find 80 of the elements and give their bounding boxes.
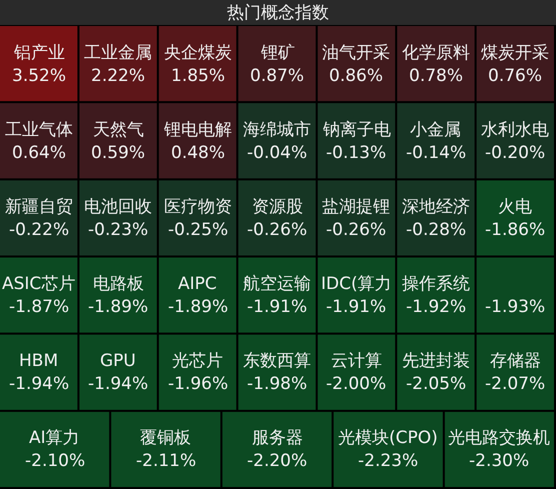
category-label: 电池回收 <box>84 197 152 217</box>
category-label: 光模块(CPO) <box>338 428 438 448</box>
data-label: -0.25% <box>168 220 228 240</box>
data-label: -1.91% <box>247 297 308 317</box>
data-label: 0.87% <box>250 66 304 86</box>
category-label: 光芯片 <box>172 351 223 371</box>
data-label: 0.86% <box>329 66 384 86</box>
category-label: 盐湖提锂 <box>322 197 390 217</box>
category-label: 化学原料 <box>402 43 470 63</box>
category-label: 医疗物资 <box>164 197 232 217</box>
category-label: 小金属 <box>410 120 461 140</box>
data-label: -2.10% <box>25 451 86 471</box>
data-label: 2.22% <box>91 66 146 86</box>
category-label: 服务器 <box>252 428 303 448</box>
data-label: -1.98% <box>247 374 308 394</box>
data-label: -1.93% <box>485 297 546 317</box>
data-label: -1.96% <box>168 374 228 394</box>
category-label: HBM <box>19 351 58 371</box>
data-label: -0.22% <box>9 220 70 240</box>
data-label: -2.23% <box>358 451 418 471</box>
category-label: 先进封装 <box>402 351 470 371</box>
category-label: 锂电电解 <box>163 120 232 140</box>
category-label: IDC(算力 <box>321 274 392 294</box>
data-label: -1.86% <box>485 220 546 240</box>
data-label: -2.11% <box>136 451 196 471</box>
data-label: 0.76% <box>488 66 542 86</box>
category-label: 油气开采 <box>322 43 390 63</box>
category-label: 铝产业 <box>13 43 65 63</box>
category-label: 天然气 <box>93 120 144 140</box>
data-label: -1.94% <box>9 374 70 394</box>
data-label: -2.00% <box>326 374 386 394</box>
category-label: 新疆自贸 <box>5 197 73 217</box>
category-label: 航空运输 <box>243 274 311 294</box>
data-label: -0.04% <box>247 143 308 163</box>
data-label: 0.64% <box>12 143 66 163</box>
data-label: -0.26% <box>247 220 308 240</box>
category-label: 央企煤炭 <box>164 43 232 63</box>
data-label: -2.07% <box>485 374 546 394</box>
data-label: -0.14% <box>406 143 466 163</box>
category-label: 水利水电 <box>481 120 549 140</box>
data-label: -2.30% <box>469 451 530 471</box>
category-label: 云计算 <box>331 351 382 371</box>
data-label: -1.92% <box>406 297 466 317</box>
category-label: 资源股 <box>252 197 303 217</box>
category-label: 覆铜板 <box>140 428 191 448</box>
category-label: 操作系统 <box>402 274 470 294</box>
data-label: -1.94% <box>88 374 148 394</box>
data-label: 0.59% <box>91 143 146 163</box>
data-label: -1.91% <box>326 297 386 317</box>
category-label: 电路板 <box>93 274 144 294</box>
data-label: -2.20% <box>247 451 308 471</box>
category-label: 存储器 <box>490 351 541 371</box>
data-label: -0.13% <box>326 143 386 163</box>
category-label: 火电 <box>498 197 532 217</box>
data-label: -1.87% <box>9 297 70 317</box>
data-label: 3.52% <box>12 66 66 86</box>
category-label: GPU <box>100 351 136 371</box>
data-label: 1.85% <box>171 66 226 86</box>
category-label: 锂矿 <box>260 43 295 63</box>
data-label: -1.89% <box>88 297 148 317</box>
category-label: ASIC芯片 <box>2 274 76 294</box>
category-label: AI算力 <box>29 428 80 448</box>
data-label: -0.23% <box>88 220 148 240</box>
data-label: 0.78% <box>409 66 464 86</box>
data-label: -0.20% <box>485 143 546 163</box>
category-label: 海绵城市 <box>243 120 311 140</box>
category-label: 东数西算 <box>243 351 311 371</box>
category-label: 钠离子电 <box>322 120 391 140</box>
category-label: 煤炭开采 <box>481 43 549 63</box>
data-label: 0.48% <box>171 143 226 163</box>
data-label: -0.26% <box>326 220 386 240</box>
category-label: AIPC <box>178 274 217 294</box>
data-label: -0.28% <box>406 220 466 240</box>
data-label: -2.05% <box>406 374 466 394</box>
data-label: -1.89% <box>168 297 228 317</box>
category-label: 深地经济 <box>402 197 470 217</box>
text: 热门概念指数 <box>227 3 329 23</box>
category-label: 工业气体 <box>5 120 73 140</box>
category-label: 工业金属 <box>84 43 152 63</box>
category-label: 光电路交换机 <box>448 428 550 448</box>
